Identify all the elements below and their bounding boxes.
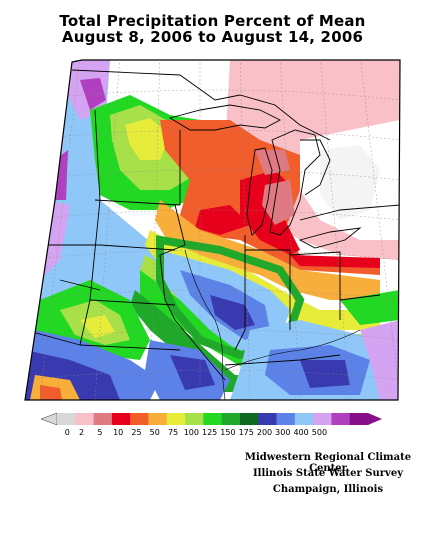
- legend-colorbar: 0 2 5 10 25 50 75 100 125 150 175 200 300 400 500: [40, 412, 382, 437]
- legend-swatch: [313, 413, 332, 425]
- boundaries: [25, 69, 400, 400]
- legend-tick-label: 0: [65, 428, 70, 437]
- legend-swatch: [258, 413, 277, 425]
- legend-arrow-high: [368, 413, 382, 425]
- legend-swatch: [93, 413, 113, 425]
- legend-swatch: [239, 413, 259, 425]
- legend-tick-label: 50: [150, 428, 160, 437]
- legend-swatch: [148, 413, 168, 425]
- legend-swatch: [331, 413, 351, 425]
- legend-swatch: [130, 413, 149, 425]
- legend-tick-label: 150: [220, 428, 235, 437]
- credit-line3: Champaign, Illinois: [272, 484, 384, 495]
- credit-line2: Illinois State Water Survey: [252, 468, 404, 479]
- legend-swatch: [221, 413, 241, 425]
- legend-swatch: [111, 413, 131, 425]
- legend-swatch: [276, 413, 296, 425]
- legend-swatch: [203, 413, 222, 425]
- credit-line1: Midwestern Regional Climate Center: [244, 452, 412, 474]
- legend-swatch: [57, 413, 76, 425]
- legend-tick-label: 2: [79, 428, 84, 437]
- precipitation-shading: [25, 60, 400, 400]
- map-frame: [24, 59, 401, 401]
- map-title-line2: August 8, 2006 to August 14, 2006: [61, 28, 364, 46]
- legend-tick-label: 300: [275, 428, 290, 437]
- legend-tick-label: 175: [239, 428, 254, 437]
- legend-swatch: [166, 413, 186, 425]
- legend-tick-label: 100: [184, 428, 199, 437]
- legend-tick-label: 500: [312, 428, 327, 437]
- graticule: [25, 60, 400, 400]
- legend-swatch: [185, 413, 204, 425]
- legend-tick-label: 125: [202, 428, 217, 437]
- legend-tick-label: 75: [168, 428, 178, 437]
- legend-swatch: [349, 413, 369, 425]
- map-title-line1: Total Precipitation Percent of Mean: [59, 12, 366, 30]
- legend-tick-label: 400: [293, 428, 308, 437]
- legend-swatch: [75, 413, 94, 425]
- legend-tick-label: 25: [131, 428, 141, 437]
- legend-tick-label: 10: [113, 428, 123, 437]
- legend-tick-label: 5: [97, 428, 102, 437]
- legend-tick-label: 200: [257, 428, 272, 437]
- legend-swatch: [294, 413, 314, 425]
- legend-arrow-low: [40, 412, 58, 426]
